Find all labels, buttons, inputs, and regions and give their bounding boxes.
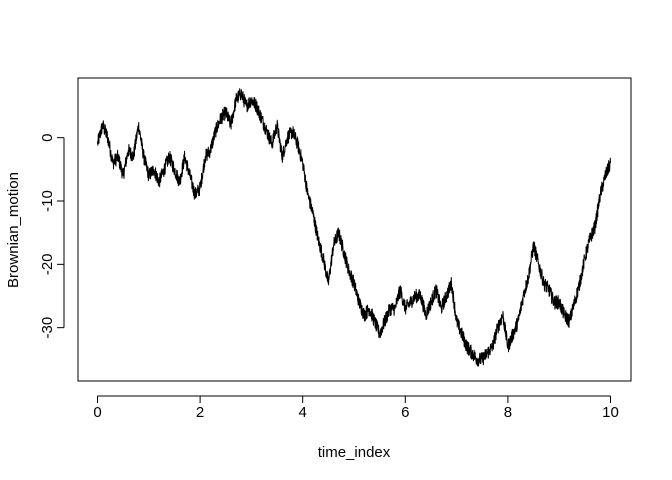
y-tick-label: -10 [39, 190, 56, 212]
series-line [97, 88, 611, 367]
plot-frame [77, 77, 632, 382]
y-tick-label: 0 [39, 133, 56, 141]
x-axis-label: time_index [318, 444, 391, 461]
x-tick-label: 6 [401, 404, 409, 421]
x-tick-label: 8 [504, 404, 512, 421]
x-tick-label: 2 [196, 404, 204, 421]
x-tick-label: 10 [602, 404, 619, 421]
x-tick-label: 0 [93, 404, 101, 421]
y-axis: 0 -10 -20 -30 [39, 133, 65, 339]
x-axis: 0 2 4 6 8 10 [93, 395, 619, 421]
y-tick-label: -20 [39, 253, 56, 275]
y-axis-label: Brownian_motion [5, 172, 22, 288]
y-tick-label: -30 [39, 317, 56, 339]
x-tick-label: 4 [299, 404, 307, 421]
